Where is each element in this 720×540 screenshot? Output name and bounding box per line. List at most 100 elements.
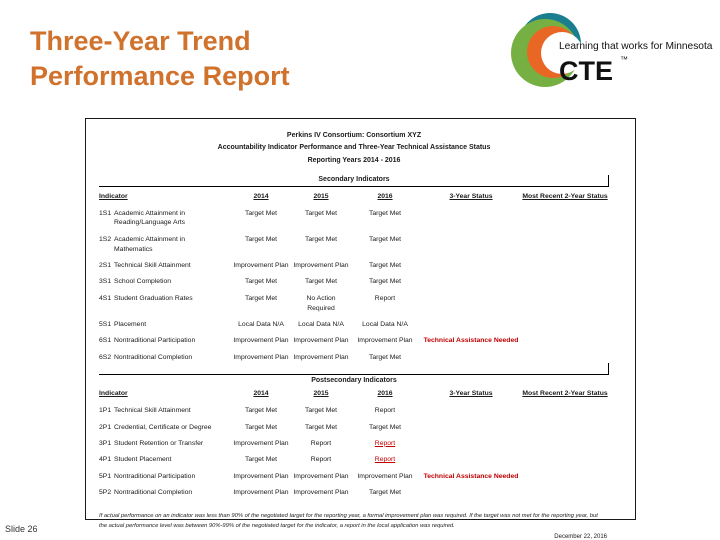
cell-2016: Target Met xyxy=(368,488,402,496)
report-page: Perkins IV Consortium: Consortium XYZ Ac… xyxy=(85,118,636,540)
section-secondary-title: Secondary Indicators xyxy=(318,175,390,183)
cell-2015: Target Met xyxy=(304,235,338,243)
indicator-name: Technical Skill Attainment xyxy=(114,407,191,415)
table-row-5s1: 5S1 Placement Local Data N/A Local Data N… xyxy=(99,320,609,330)
cell-2016-alert: Report xyxy=(374,439,396,447)
cte-logo: Learning that works for Minnesota CTE ™ xyxy=(508,10,718,98)
col-2year-status: Most Recent 2-Year Status xyxy=(522,390,608,398)
table-row-5p2: 5P2 Nontraditional Completion Improvement… xyxy=(99,488,609,498)
cell-3year-status-alert: Technical Assistance Needed xyxy=(423,337,519,345)
col-2year-status: Most Recent 2-Year Status xyxy=(522,192,608,200)
indicator-code: 4S1 xyxy=(99,294,112,302)
report-header-line3: Reporting Years 2014 - 2016 xyxy=(307,156,401,164)
indicator-name: Credential, Certificate or Degree xyxy=(114,423,212,431)
table-row-2p1: 2P1 Credential, Certificate or Degree Tar… xyxy=(99,423,609,433)
cell-2015: Target Met xyxy=(304,209,338,217)
table-row-4p1: 4P1 Student Placement Target Met Report R… xyxy=(99,455,609,465)
cell-2015: Target Met xyxy=(304,278,338,286)
col-2015: 2015 xyxy=(313,390,329,398)
table-row-3p1: 3P1 Student Retention or Transfer Improve… xyxy=(99,439,609,449)
report-date: December 22, 2016 xyxy=(554,533,607,540)
cell-2015: Report xyxy=(310,439,332,447)
indicator-code: 6S1 xyxy=(99,337,112,345)
cell-2016: Improvement Plan xyxy=(357,472,413,480)
report-header-line2: Accountability Indicator Performance and… xyxy=(217,144,491,152)
table-row-4s1: 4S1 Student Graduation Rates Target Met N… xyxy=(99,294,609,314)
section-secondary-rule xyxy=(99,174,609,187)
cell-2014: Target Met xyxy=(244,235,278,243)
cell-2014: Target Met xyxy=(244,278,278,286)
indicator-name: Student Retention or Transfer xyxy=(114,439,204,447)
indicator-name: Technical Skill Attainment xyxy=(114,261,191,269)
table-row-1p1: 1P1 Technical Skill Attainment Target Met… xyxy=(99,406,609,416)
indicator-code: 5S1 xyxy=(99,320,112,328)
cell-2016: Report xyxy=(374,407,396,415)
cell-2015: Target Met xyxy=(304,407,338,415)
cell-2015: Improvement Plan xyxy=(293,472,349,480)
indicator-code: 2P1 xyxy=(99,423,112,431)
cell-2016: Target Met xyxy=(368,423,402,431)
table-row-2s1: 2S1 Technical Skill Attainment Improvemen… xyxy=(99,261,609,271)
table-row-5p1: 5P1 Nontraditional Participation Improvem… xyxy=(99,472,609,482)
col-2015: 2015 xyxy=(313,192,329,200)
cell-2014: Improvement Plan xyxy=(233,439,289,447)
cell-2014: Improvement Plan xyxy=(233,472,289,480)
col-3year-status: 3-Year Status xyxy=(449,390,493,398)
section-postsecondary-rule xyxy=(99,363,609,376)
table-row-3s1: 3S1 School Completion Target Met Target M… xyxy=(99,277,609,287)
indicator-code: 5P1 xyxy=(99,472,112,480)
indicator-name: Student Placement xyxy=(114,456,172,464)
table-row-1s2: 1S2 Academic Attainment in Mathematics Ta… xyxy=(99,235,609,255)
cell-2015: Improvement Plan xyxy=(293,337,349,345)
table-row-6s2: 6S2 Nontraditional Completion Improvement… xyxy=(99,353,609,363)
report-header: Perkins IV Consortium: Consortium XYZ Ac… xyxy=(99,130,609,167)
slide-title-line1: Three-Year Trend xyxy=(30,26,251,56)
slide-title: Three-Year Trend Performance Report xyxy=(30,24,290,94)
section-postsecondary-title: Postsecondary Indicators xyxy=(311,377,397,385)
indicator-name: Nontraditional Completion xyxy=(114,353,193,361)
cell-2016: Target Met xyxy=(368,235,402,243)
indicator-code: 3S1 xyxy=(99,278,112,286)
indicator-name: Nontraditional Participation xyxy=(114,337,196,345)
slide-title-line2: Performance Report xyxy=(30,61,290,92)
col-2016: 2016 xyxy=(377,390,393,398)
cell-2016: Improvement Plan xyxy=(357,337,413,345)
report-footnote: If actual performance on an indicator wa… xyxy=(99,512,598,530)
cell-2014: Target Met xyxy=(244,423,278,431)
column-header-row: Indicator 2014 2015 2016 3-Year Status M… xyxy=(99,192,609,202)
indicator-code: 4P1 xyxy=(99,456,112,464)
indicator-name: Student Graduation Rates xyxy=(114,294,193,302)
column-header-row: Indicator 2014 2015 2016 3-Year Status M… xyxy=(99,389,609,399)
indicator-code: 5P2 xyxy=(99,488,112,496)
cell-2014: Improvement Plan xyxy=(233,261,289,269)
cell-2014: Improvement Plan xyxy=(233,337,289,345)
cell-2015: Improvement Plan xyxy=(293,353,349,361)
indicator-code: 1S2 xyxy=(99,235,112,243)
cell-2015: Report xyxy=(310,456,332,464)
indicator-name: Academic Attainment in Reading/Language … xyxy=(114,209,186,227)
cell-2014: Target Met xyxy=(244,407,278,415)
cell-2016: Target Met xyxy=(368,261,402,269)
logo-tagline: Learning that works for Minnesota xyxy=(559,41,713,52)
indicator-name: Academic Attainment in Mathematics xyxy=(114,235,186,253)
cell-2015: Local Data N/A xyxy=(298,320,344,328)
section-postsecondary: Postsecondary Indicators Indicator 2014 … xyxy=(99,363,609,498)
indicator-code: 1P1 xyxy=(99,407,112,415)
indicator-name: Nontraditional Participation xyxy=(114,472,196,480)
indicator-name: Nontraditional Completion xyxy=(114,488,193,496)
cell-2014: Target Met xyxy=(244,456,278,464)
cell-2014: Improvement Plan xyxy=(233,353,289,361)
cell-2014: Target Met xyxy=(244,209,278,217)
indicator-name: School Completion xyxy=(114,278,172,286)
cell-2015: Target Met xyxy=(304,423,338,431)
cell-2015: Improvement Plan xyxy=(293,488,349,496)
indicator-code: 2S1 xyxy=(99,261,112,269)
logo-trademark: ™ xyxy=(620,55,628,64)
cell-2016: Target Met xyxy=(368,278,402,286)
cell-2016: Report xyxy=(374,294,396,302)
cell-2015: No Action Required xyxy=(306,294,336,312)
col-2016: 2016 xyxy=(377,192,393,200)
cell-2016: Local Data N/A xyxy=(362,320,408,328)
slide-number: Slide 26 xyxy=(5,524,38,534)
report-header-line1: Perkins IV Consortium: Consortium XYZ xyxy=(286,132,422,139)
